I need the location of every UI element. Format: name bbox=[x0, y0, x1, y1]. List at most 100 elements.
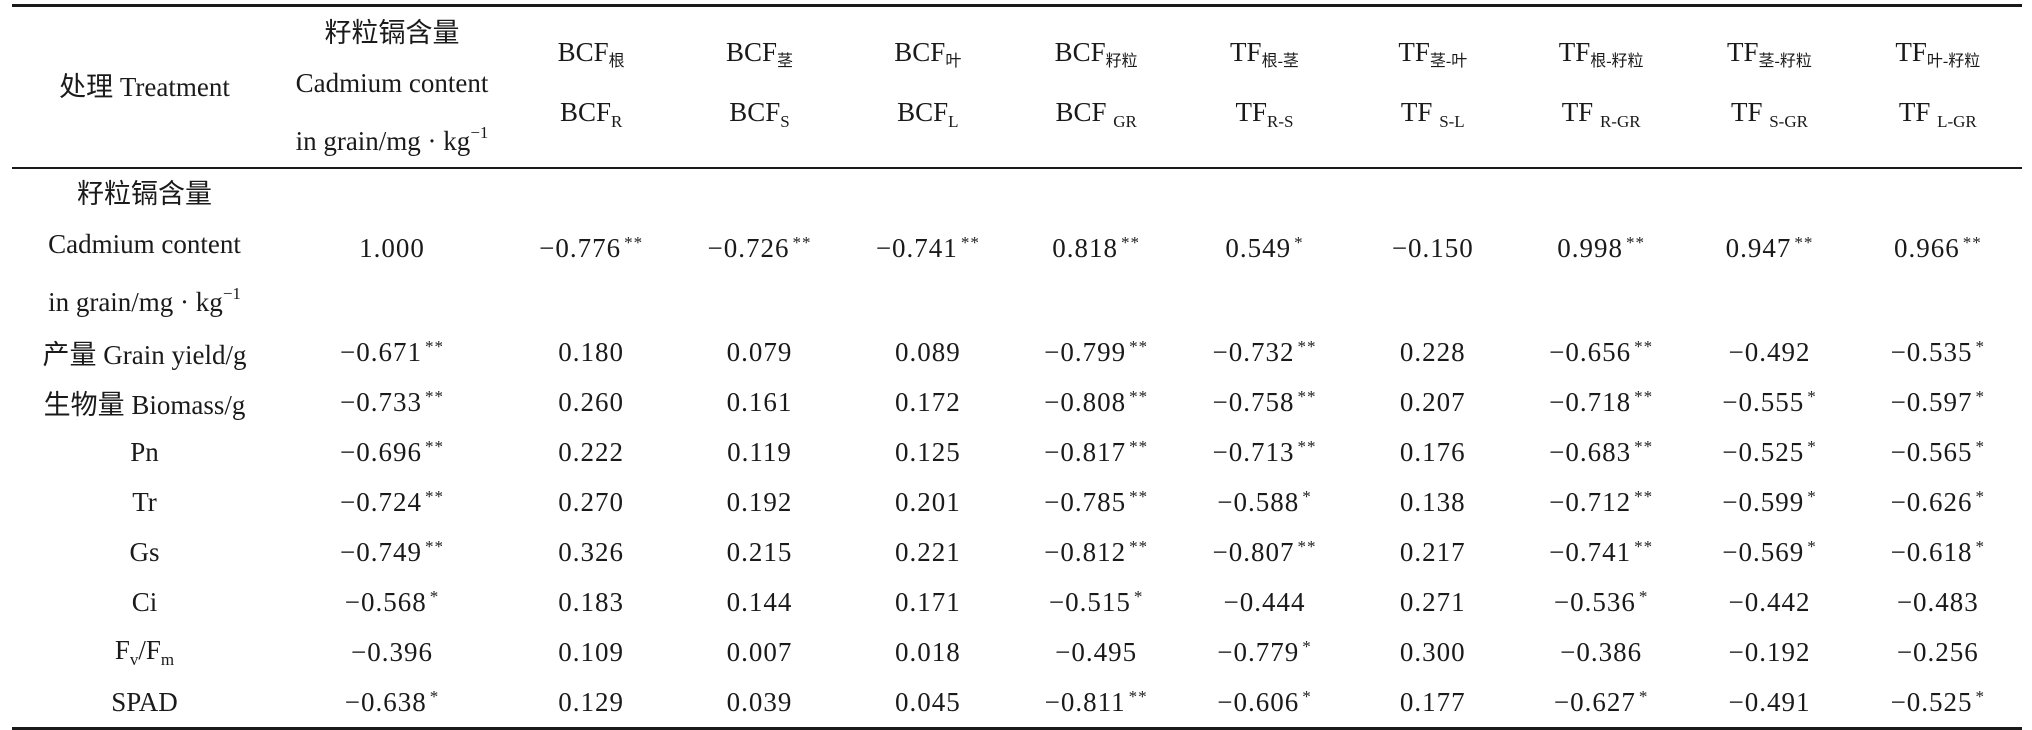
table-cell: −0.732 ** bbox=[1180, 327, 1348, 377]
header-col-bottom: BCFS bbox=[675, 87, 843, 147]
cell-value: 0.222 bbox=[558, 436, 625, 467]
significance-mark: ** bbox=[792, 232, 812, 252]
cell-value: 0.079 bbox=[726, 336, 793, 367]
significance-mark: ** bbox=[624, 232, 644, 252]
significance-mark: ** bbox=[1634, 436, 1654, 456]
significance-mark: * bbox=[1302, 636, 1312, 656]
row-label-line: in grain/mg · kg−1 bbox=[12, 269, 277, 327]
header-col-top-sub: 籽粒 bbox=[1105, 53, 1138, 70]
header-col-top-main: TF bbox=[1727, 37, 1759, 67]
header-col-bottom: BCF GR bbox=[1012, 87, 1180, 147]
significance-mark: ** bbox=[1634, 536, 1654, 556]
cell-value: 0.228 bbox=[1399, 336, 1466, 367]
row-label-text: SPAD bbox=[111, 686, 178, 717]
cell-value: 0.207 bbox=[1399, 386, 1466, 417]
cell-value: −0.758 bbox=[1212, 386, 1295, 417]
table-cell: 0.201 bbox=[844, 477, 1012, 527]
header-treatment: 处理 Treatment bbox=[12, 4, 277, 169]
cell-value: 0.201 bbox=[894, 486, 961, 517]
table-cell: −0.741 ** bbox=[1517, 527, 1685, 577]
significance-mark: * bbox=[429, 686, 440, 706]
header-col-2: BCF叶 BCFL bbox=[843, 4, 1012, 169]
cell-value: −0.799 bbox=[1044, 336, 1127, 367]
header-col-top-sub: 茎-叶 bbox=[1429, 53, 1468, 70]
table-cell: 0.326 bbox=[507, 527, 675, 577]
table-row: Fv/Fm −0.396 0.109 0.007 0.018 −0.495 −0.779 * 0… bbox=[12, 627, 2022, 677]
table-cell: −0.495 bbox=[1012, 627, 1180, 677]
significance-mark: ** bbox=[424, 386, 444, 406]
table-cell: −0.515 * bbox=[1012, 577, 1180, 627]
header-col-top-sub: 根-籽粒 bbox=[1590, 53, 1644, 70]
table-cell: −0.444 bbox=[1180, 577, 1348, 627]
cell-value: −0.515 bbox=[1048, 586, 1131, 617]
header-col-top-sub: 叶 bbox=[945, 53, 962, 70]
table-cell: −0.718 ** bbox=[1517, 377, 1685, 427]
cell-value: −0.733 bbox=[340, 386, 422, 417]
table-cell: 0.180 bbox=[507, 327, 675, 377]
table-cell: 0.818 ** bbox=[1012, 168, 1180, 327]
header-col-3: BCF 籽粒 BCF GR bbox=[1011, 4, 1181, 169]
header-col-top: TF根-茎 bbox=[1180, 27, 1348, 87]
significance-mark: ** bbox=[1962, 232, 1982, 252]
table-cell: −0.656 ** bbox=[1517, 327, 1685, 377]
significance-mark: ** bbox=[1129, 536, 1149, 556]
row-label: 产量 Grain yield/g bbox=[12, 327, 277, 377]
table-cell: 0.039 bbox=[675, 677, 844, 730]
header-col-top: BCF叶 bbox=[844, 27, 1012, 87]
header-col-bottom: BCFL bbox=[844, 87, 1012, 147]
table-cell: −0.812 ** bbox=[1012, 527, 1180, 577]
header-col-top: TF茎-叶 bbox=[1349, 27, 1517, 87]
header-col-top: TF叶-籽粒 bbox=[1854, 27, 2022, 87]
cell-value: −0.565 bbox=[1890, 436, 1973, 467]
cell-value: −0.696 bbox=[340, 436, 422, 467]
header-col-6: TF根-籽粒 TF R-GR bbox=[1516, 4, 1686, 169]
table-cell: 0.079 bbox=[675, 327, 843, 377]
header-col-bottom-sub: R bbox=[611, 112, 623, 131]
table-cell: 0.171 bbox=[844, 577, 1012, 627]
table-cell: −0.569 * bbox=[1685, 527, 1853, 577]
header-col-top-main: BCF bbox=[557, 37, 609, 67]
cell-value: −0.785 bbox=[1044, 486, 1127, 517]
table-cell: 0.045 bbox=[843, 677, 1012, 730]
header-col-bottom-main: TF bbox=[1400, 97, 1440, 127]
header-col-top-main: TF bbox=[1895, 37, 1927, 67]
header-cd-unit-text: in grain/mg · kg bbox=[295, 126, 471, 156]
significance-mark: ** bbox=[1129, 436, 1149, 456]
row-label-text: 生物量 Biomass/g bbox=[43, 389, 246, 420]
table-cell: 0.183 bbox=[507, 577, 675, 627]
table-cell: 1.000 bbox=[277, 168, 507, 327]
table-cell: 0.161 bbox=[675, 377, 843, 427]
significance-mark: ** bbox=[1128, 686, 1148, 706]
cell-value: −0.741 bbox=[875, 232, 958, 263]
header-col-bottom-main: TF bbox=[1235, 97, 1267, 127]
cell-value: −0.713 bbox=[1212, 436, 1295, 467]
cell-value: −0.724 bbox=[340, 486, 422, 517]
cell-value: −0.671 bbox=[340, 336, 422, 367]
significance-mark: ** bbox=[424, 436, 444, 456]
table-cell: −0.483 bbox=[1854, 577, 2022, 627]
header-col-bottom-main: BCF bbox=[1055, 97, 1114, 127]
header-col-4: TF根-茎 TFR-S bbox=[1180, 4, 1349, 169]
cell-value: −0.683 bbox=[1549, 436, 1632, 467]
table-cell: −0.492 bbox=[1685, 327, 1853, 377]
significance-mark: ** bbox=[1297, 386, 1317, 406]
cell-value: 0.818 bbox=[1052, 232, 1119, 263]
significance-mark: ** bbox=[1626, 232, 1645, 252]
significance-mark: * bbox=[1807, 536, 1817, 556]
table-cell: −0.618 * bbox=[1854, 527, 2022, 577]
header-col-top-sub: 根-茎 bbox=[1261, 53, 1299, 70]
header-row: 处理 Treatment 籽粒镉含量 Cadmium content in gr… bbox=[12, 4, 2022, 169]
table-cell: −0.535 * bbox=[1854, 327, 2022, 377]
header-col-bottom: TFR-S bbox=[1180, 87, 1348, 147]
significance-mark: ** bbox=[1121, 232, 1141, 252]
table-cell: 0.089 bbox=[844, 327, 1012, 377]
cell-value: −0.192 bbox=[1728, 636, 1811, 667]
cell-value: −0.495 bbox=[1055, 636, 1138, 667]
row-label-text: Cadmium content bbox=[48, 229, 241, 259]
header-col-top-main: TF bbox=[1398, 37, 1430, 67]
table-cell: 0.192 bbox=[675, 477, 843, 527]
header-cd-en: Cadmium content bbox=[295, 68, 489, 98]
significance-mark: * bbox=[1638, 586, 1649, 606]
table-header: 处理 Treatment 籽粒镉含量 Cadmium content in gr… bbox=[12, 4, 2022, 169]
header-col-bottom-sub: S-GR bbox=[1769, 112, 1808, 131]
